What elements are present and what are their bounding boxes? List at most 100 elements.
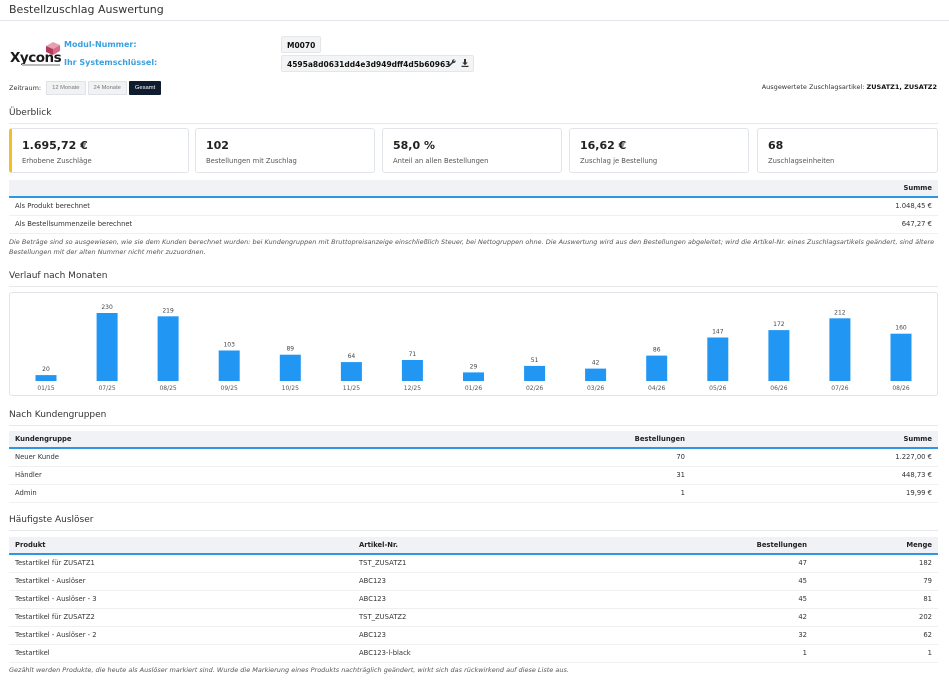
- chart-tick-label: 07/25: [98, 385, 115, 392]
- system-key-value: 4595a8d0631dd4e3d949dff4d5b60963: [287, 60, 451, 69]
- table-cell-sum: 647,27 €: [683, 215, 938, 234]
- table-row: Als Bestellsummenzeile berechnet 647,27 …: [9, 215, 938, 234]
- table-cell-qty: 202: [813, 608, 938, 627]
- overview-divider: [9, 123, 938, 124]
- table-cell-qty: 62: [813, 626, 938, 645]
- table-row: Testartikel ABC123-l-black 1 1: [9, 644, 938, 663]
- table-row: Testartikel - Auslöser - 3 ABC123 45 81: [9, 590, 938, 609]
- monthly-bar-chart: 20 01/15 230 07/25 219 08/25 103 09/25 89 10/25 64…: [35, 304, 912, 392]
- table-header-sku: Artikel-Nr.: [353, 537, 593, 554]
- table-header-orders: Bestellungen: [529, 431, 691, 448]
- chart-tick-label: 01/15: [37, 385, 54, 392]
- table-cell-product: Testartikel - Auslöser - 2: [9, 626, 353, 645]
- logo-text: Xycons: [10, 50, 62, 66]
- table-cell-sku: ABC123: [353, 590, 593, 609]
- chart-bar-12-25: [401, 360, 423, 381]
- overview-title: Überblick: [9, 108, 52, 118]
- evaluated-articles-value: ZUSATZ1, ZUSATZ2: [866, 83, 937, 91]
- module-number-value: M0070: [281, 36, 322, 53]
- table-row: Als Produkt berechnet 1.048,45 €: [9, 197, 938, 216]
- chart-bar-01-26: [463, 372, 484, 381]
- chart-bar-07-25: [96, 313, 118, 381]
- table-cell-sum: 1.227,00 €: [691, 448, 938, 467]
- kpi-value: 68: [768, 139, 784, 152]
- page-title: Bestellzuschlag Auswertung: [9, 3, 164, 16]
- table-cell-sku: TST_ZUSATZ1: [353, 554, 593, 573]
- period-24-months-button[interactable]: 24 Monate: [87, 80, 127, 95]
- table-header-sum: Summe: [691, 431, 938, 448]
- table-cell-sku: ABC123: [353, 572, 593, 591]
- kpi-value: 58,0 %: [393, 139, 435, 152]
- table-cell-orders: 45: [593, 590, 813, 609]
- kpi-card-share: 58,0 % Anteil an allen Bestellungen: [382, 128, 562, 173]
- table-cell-orders: 70: [529, 448, 691, 467]
- table-header-product: Produkt: [9, 537, 353, 554]
- table-cell-orders: 1: [529, 484, 691, 503]
- chart-tick-label: 04/26: [648, 385, 665, 392]
- table-cell-product: Testartikel - Auslöser: [9, 572, 353, 591]
- chart-tick-label: 06/26: [770, 385, 787, 392]
- kpi-label: Zuschlag je Bestellung: [580, 157, 658, 165]
- table-row: Testartikel für ZUSATZ1 TST_ZUSATZ1 47 1…: [9, 554, 938, 573]
- chart-bar-11-25: [340, 362, 362, 381]
- kpi-value: 1.695,72 €: [22, 139, 88, 152]
- table-header-qty: Menge: [813, 537, 938, 554]
- chart-tick-label: 08/26: [892, 385, 909, 392]
- chart-data-label: 64: [348, 353, 356, 360]
- page-header: Bestellzuschlag Auswertung: [0, 0, 949, 21]
- table-header-row: Summe: [9, 180, 938, 197]
- chart-tick-label: 03/26: [587, 385, 604, 392]
- chart-data-label: 147: [712, 329, 724, 336]
- chart-tick-label: 09/25: [221, 385, 238, 392]
- chart-data-label: 29: [470, 363, 478, 370]
- table-cell-group: Admin: [9, 484, 529, 503]
- table-cell-orders: 32: [593, 626, 813, 645]
- period-12-months-button[interactable]: 12 Monate: [46, 80, 86, 95]
- kpi-card-orders: 102 Bestellungen mit Zuschlag: [195, 128, 375, 173]
- xycons-logo: Xycons: [10, 40, 64, 70]
- table-cell-sum: 19,99 €: [691, 484, 938, 503]
- kpi-label: Erhobene Zuschläge: [22, 157, 92, 165]
- system-key-field: 4595a8d0631dd4e3d949dff4d5b60963: [281, 55, 474, 72]
- kpi-label: Zuschlagseinheiten: [768, 157, 835, 165]
- chart-data-label: 20: [42, 366, 50, 373]
- chart-bar-04-26: [646, 355, 668, 381]
- chart-bar-01-15: [35, 375, 57, 381]
- chart-data-label: 51: [531, 357, 539, 364]
- table-header-group: Kundengruppe: [9, 431, 529, 448]
- chart-data-label: 42: [592, 360, 600, 367]
- kpi-card-surcharges: 1.695,72 € Erhobene Zuschläge: [9, 128, 189, 173]
- chart-bar-08-25: [157, 316, 179, 381]
- chart-tick-label: 01/26: [465, 385, 482, 392]
- table-cell-group: Händler: [9, 466, 529, 485]
- wrench-icon[interactable]: [448, 59, 459, 69]
- overview-sum-table: Summe Als Produkt berechnet 1.048,45 € A…: [9, 180, 938, 234]
- chart-tick-label: 05/26: [709, 385, 726, 392]
- table-cell-label: Als Produkt berechnet: [9, 197, 684, 216]
- kpi-value: 16,62 €: [580, 139, 627, 152]
- chart-tick-label: 12/25: [404, 385, 421, 392]
- chart-data-label: 172: [773, 321, 785, 328]
- kpi-label: Anteil an allen Bestellungen: [393, 157, 489, 165]
- chart-data-label: 219: [162, 307, 174, 314]
- kpi-value: 102: [206, 139, 229, 152]
- chart-bar-05-26: [707, 337, 729, 381]
- chart-data-label: 89: [286, 346, 294, 353]
- download-icon[interactable]: [461, 59, 469, 69]
- period-label: Zeitraum:: [9, 83, 42, 92]
- groups-divider: [9, 425, 938, 426]
- evaluated-articles: Ausgewertete Zuschlagsartikel: ZUSATZ1, …: [762, 83, 937, 91]
- table-cell-qty: 1: [813, 644, 938, 663]
- table-row: Testartikel - Auslöser ABC123 45 79: [9, 572, 938, 591]
- table-cell-qty: 79: [813, 572, 938, 591]
- period-total-button[interactable]: Gesamt: [128, 80, 162, 95]
- table-row: Händler 31 448,73 €: [9, 466, 938, 485]
- table-row: Neuer Kunde 70 1.227,00 €: [9, 448, 938, 467]
- table-cell-orders: 1: [593, 644, 813, 663]
- chart-bar-02-26: [524, 365, 546, 381]
- table-cell-qty: 81: [813, 590, 938, 609]
- chart-data-label: 71: [409, 351, 417, 358]
- chart-bar-08-26: [890, 333, 912, 381]
- chart-bar-07-26: [829, 318, 851, 381]
- kpi-label: Bestellungen mit Zuschlag: [206, 157, 297, 165]
